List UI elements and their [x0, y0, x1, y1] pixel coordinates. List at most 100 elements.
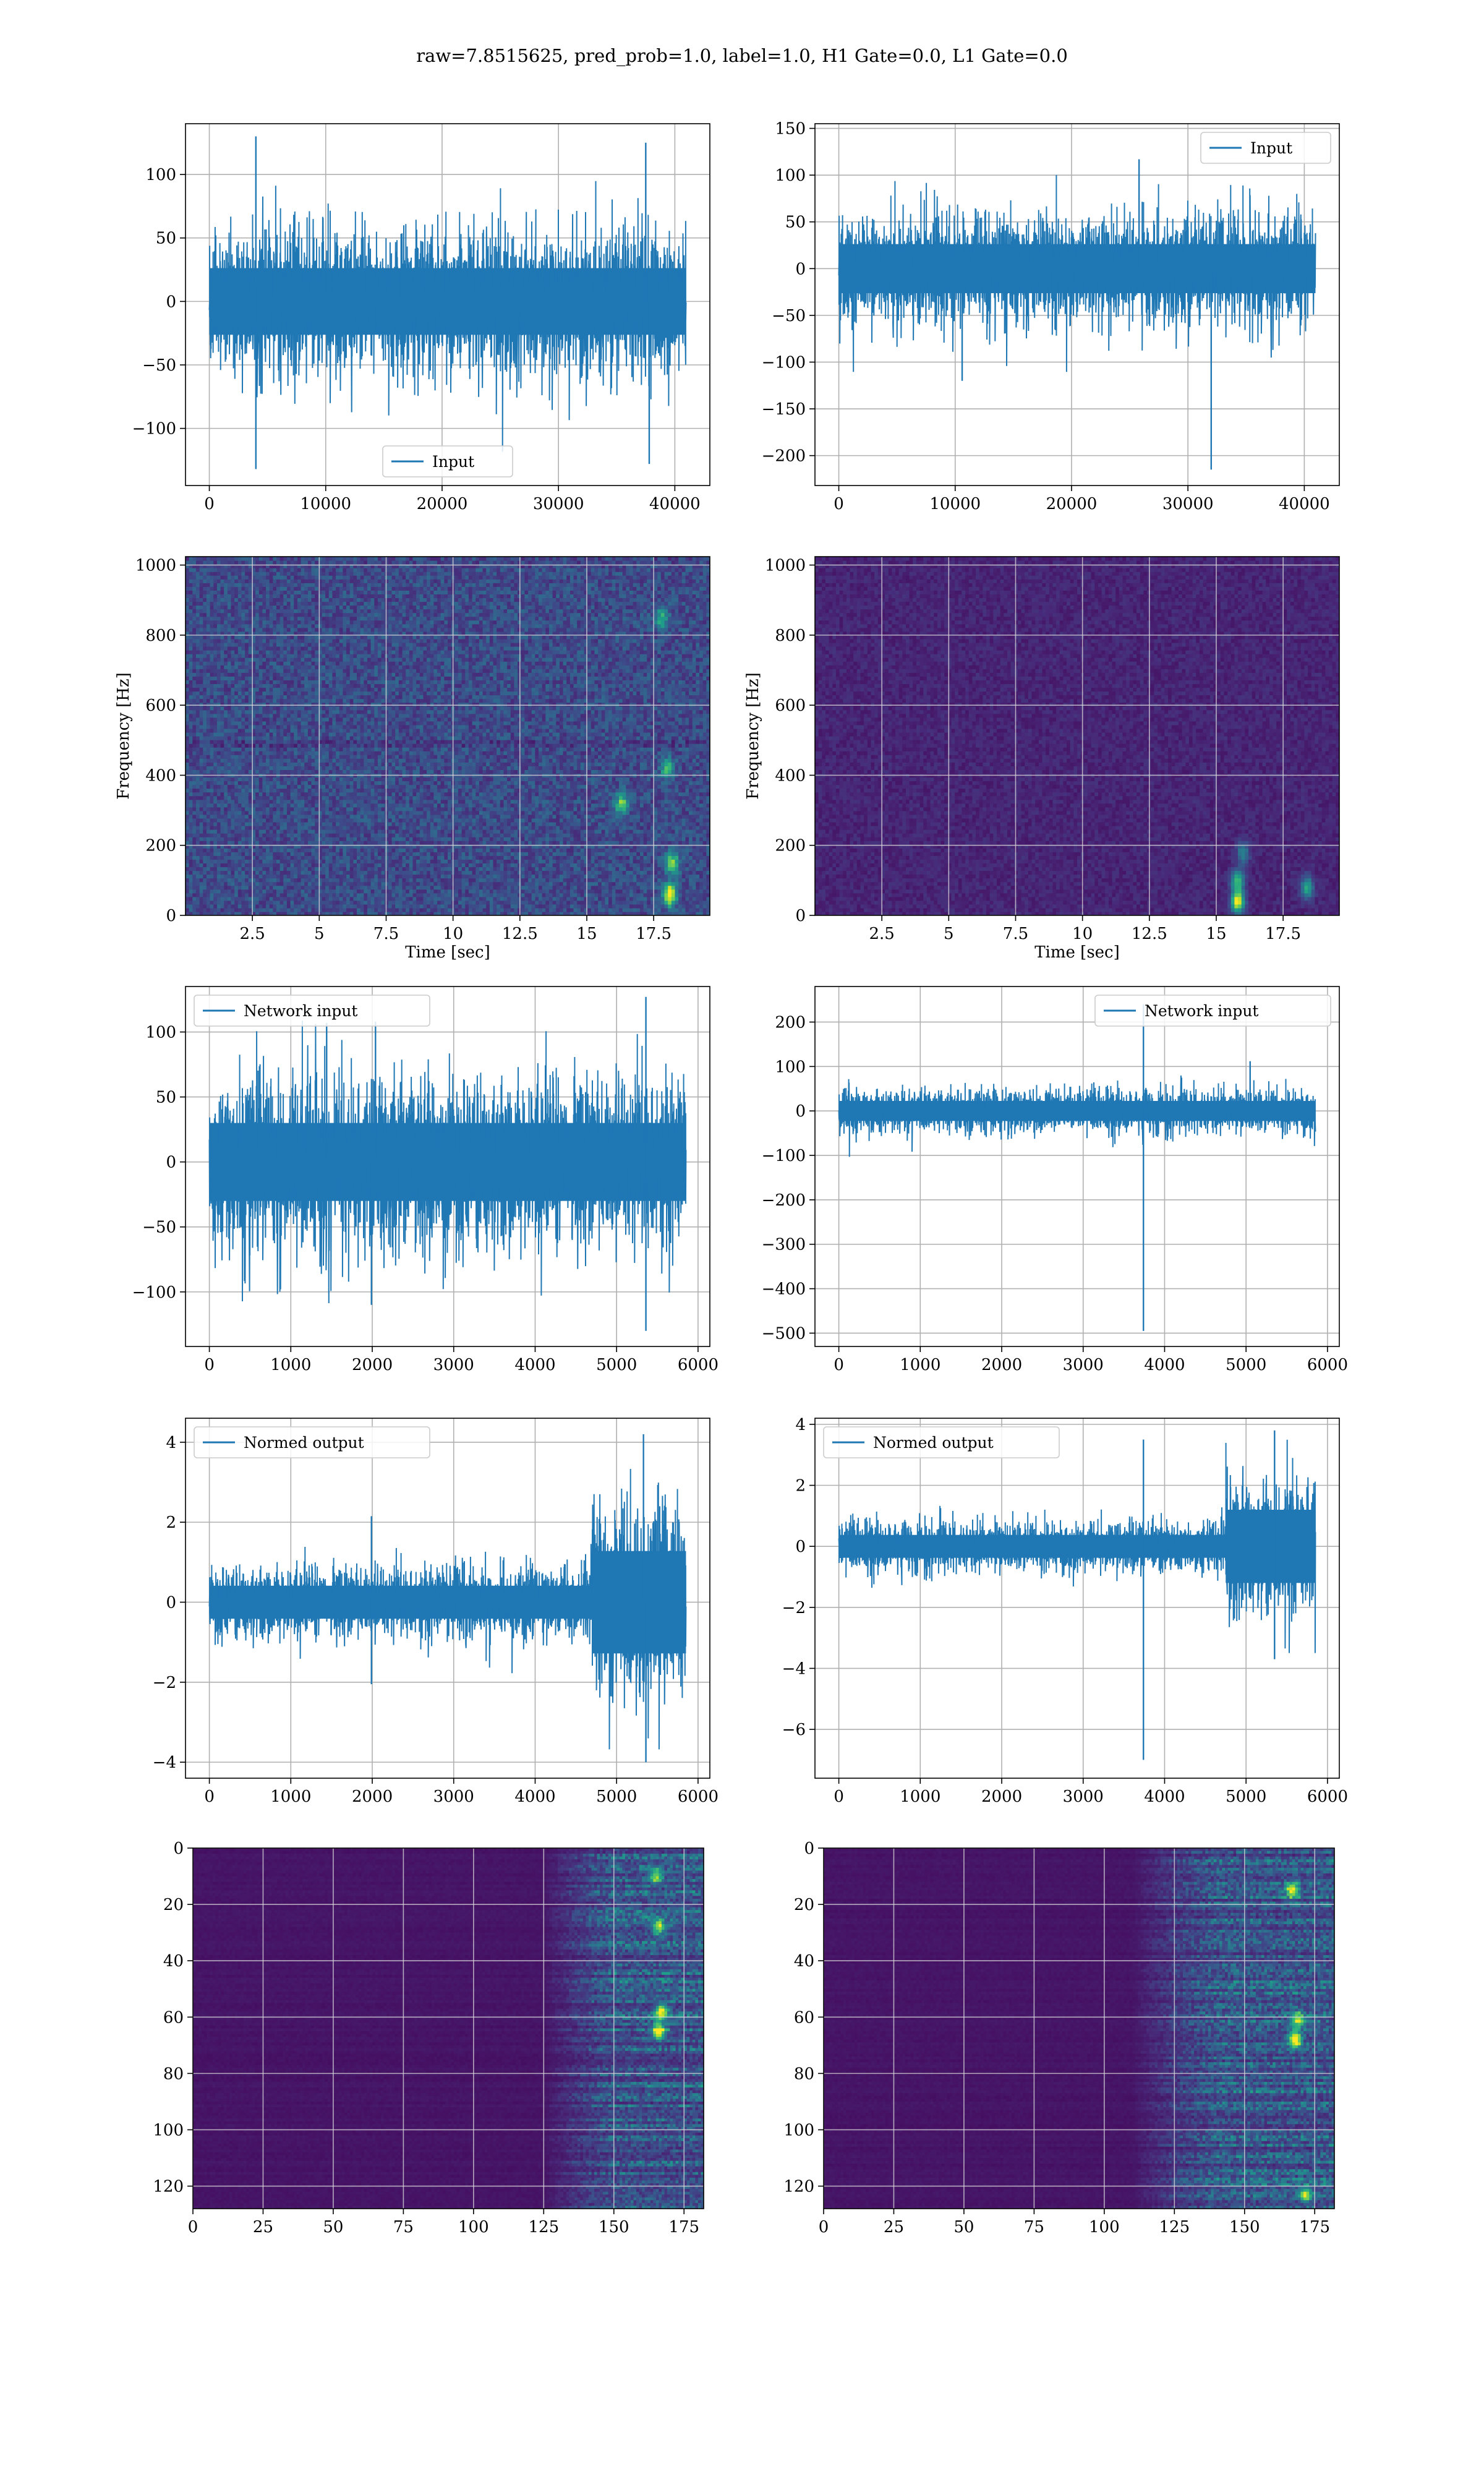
heatmap-cell	[255, 893, 259, 897]
heatmap-cell	[322, 886, 325, 890]
heatmap-cell	[360, 852, 364, 856]
heatmap-cell	[262, 818, 266, 823]
heatmap-cell	[213, 796, 217, 800]
heatmap-cell	[689, 800, 693, 804]
heatmap-cell	[262, 815, 266, 819]
heatmap-cell	[357, 800, 360, 804]
heatmap-cell	[454, 800, 458, 804]
heatmap-cell	[416, 833, 420, 837]
heatmap-cell	[312, 863, 315, 867]
heatmap-cell	[203, 904, 207, 909]
heatmap-cell	[388, 841, 392, 845]
heatmap-cell	[297, 893, 301, 897]
heatmap-cell	[234, 848, 238, 852]
legend: Input	[383, 446, 513, 477]
heatmap-cell	[224, 796, 228, 800]
heatmap-cell	[315, 807, 318, 811]
heatmap-cell	[521, 875, 525, 879]
heatmap-cell	[497, 908, 500, 912]
heatmap-cell	[511, 815, 514, 819]
heatmap-cell	[192, 792, 196, 797]
heatmap-cell	[382, 904, 385, 909]
heatmap-cell	[266, 867, 270, 871]
heatmap-cell	[699, 897, 703, 901]
heatmap-cell	[689, 822, 693, 826]
heatmap-cell	[270, 897, 273, 901]
heatmap-cell	[210, 886, 214, 890]
heatmap-cell	[479, 800, 483, 804]
heatmap-cell	[207, 875, 210, 879]
heatmap-cell	[497, 878, 500, 883]
heatmap-cell	[189, 863, 193, 867]
heatmap-cell	[382, 837, 385, 841]
heatmap-cell	[409, 841, 413, 845]
heatmap-cell	[259, 871, 263, 875]
heatmap-cell	[245, 800, 249, 804]
heatmap-cell	[657, 889, 661, 894]
heatmap-cell	[433, 796, 437, 800]
heatmap-cell	[490, 901, 493, 905]
heatmap-cell	[577, 848, 581, 852]
heatmap-cell	[249, 833, 252, 837]
heatmap-cell	[469, 811, 472, 815]
heatmap-cell	[563, 822, 567, 826]
heatmap-cell	[598, 855, 602, 860]
heatmap-cell	[350, 848, 354, 852]
heatmap-cell	[213, 863, 217, 867]
heatmap-cell	[196, 818, 200, 823]
heatmap-cell	[465, 807, 469, 811]
heatmap-cell	[448, 863, 451, 867]
heatmap-cell	[483, 852, 487, 856]
heatmap-cell	[672, 829, 675, 834]
heatmap-cell	[454, 889, 458, 894]
heatmap-cell	[479, 904, 483, 909]
heatmap-cell	[283, 878, 287, 883]
heatmap-cell	[570, 889, 574, 894]
heatmap-cell	[343, 800, 346, 804]
heatmap-cell	[210, 826, 214, 830]
heatmap-cell	[332, 800, 336, 804]
heatmap-cell	[388, 871, 392, 875]
heatmap-cell	[416, 796, 420, 800]
heatmap-cell	[224, 886, 228, 890]
heatmap-cell	[423, 826, 427, 830]
heatmap-cell	[626, 803, 629, 808]
heatmap-cell	[304, 829, 308, 834]
heatmap-cell	[189, 882, 193, 886]
heatmap-cell	[608, 878, 612, 883]
heatmap-cell	[563, 852, 567, 856]
heatmap-cell	[584, 889, 587, 894]
heatmap-cell	[549, 863, 553, 867]
heatmap-cell	[301, 889, 305, 894]
heatmap-cell	[553, 803, 556, 808]
heatmap-cell	[486, 811, 490, 815]
heatmap-cell	[312, 855, 315, 860]
heatmap-cell	[454, 897, 458, 901]
heatmap-cell	[210, 837, 214, 841]
heatmap-cell	[294, 822, 297, 826]
heatmap-cell	[392, 822, 396, 826]
heatmap-cell	[315, 792, 318, 797]
heatmap-cell	[322, 863, 325, 867]
heatmap-cell	[228, 852, 231, 856]
heatmap-cell	[581, 908, 584, 912]
heatmap-cell	[325, 886, 329, 890]
heatmap-cell	[403, 822, 406, 826]
heatmap-cell	[332, 829, 336, 834]
heatmap-cell	[231, 833, 234, 837]
heatmap-cell	[343, 889, 346, 894]
heatmap-cell	[560, 863, 563, 867]
heatmap-cell	[678, 826, 682, 830]
heatmap-cell	[186, 908, 189, 912]
heatmap-cell	[507, 886, 511, 890]
heatmap-cell	[654, 852, 658, 856]
heatmap-cell	[308, 800, 312, 804]
heatmap-cell	[437, 863, 441, 867]
heatmap-cell	[532, 875, 535, 879]
heatmap-cell	[574, 867, 578, 871]
heatmap-cell	[399, 796, 403, 800]
heatmap-cell	[231, 852, 234, 856]
heatmap-cell	[416, 811, 420, 815]
heatmap-cell	[587, 807, 591, 811]
heatmap-cell	[392, 908, 396, 912]
